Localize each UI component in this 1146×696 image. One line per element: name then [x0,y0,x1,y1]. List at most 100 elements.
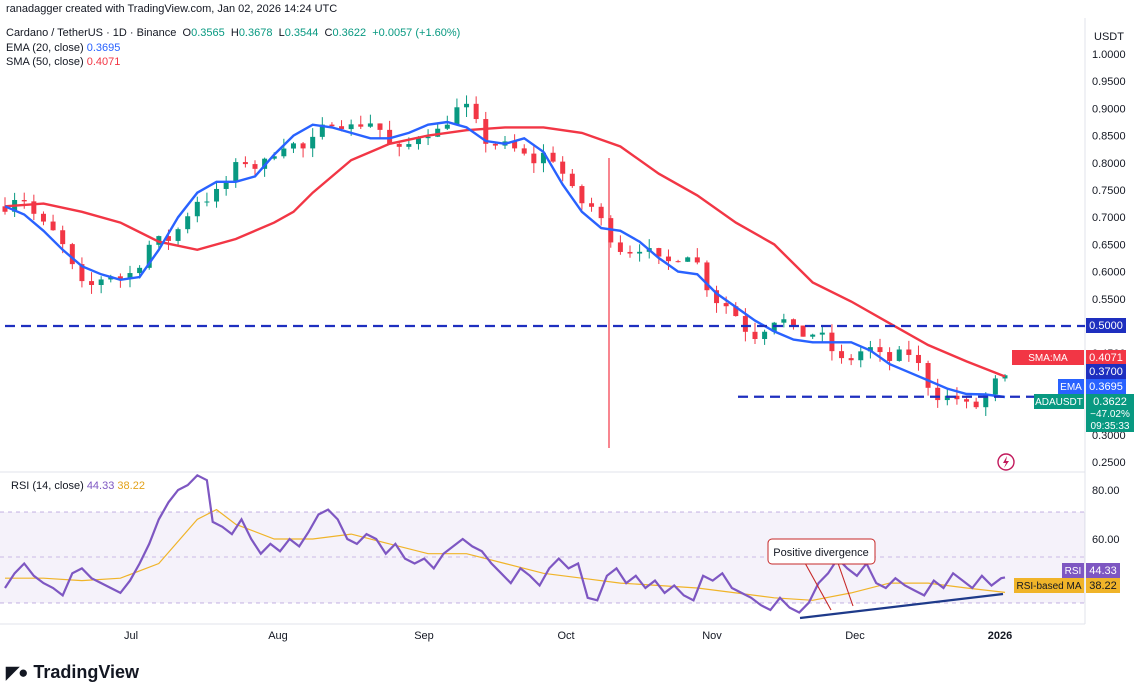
candle-body [415,138,421,145]
candle-body [300,143,306,149]
ema-line [4,120,1006,399]
candle-body [329,124,335,127]
candle-body [387,129,393,144]
svg-text:38.22: 38.22 [1089,580,1117,592]
divergence-label-box [767,538,876,565]
candle-body [819,332,825,335]
ema-row[interactable]: EMA (20, close) 0.3695 [6,41,460,56]
ema-value: 0.3695 [86,41,121,54]
candle-body [464,103,470,108]
rsima-tag [1086,578,1120,593]
candle-body [214,188,220,202]
candle-body [560,161,566,174]
candle-body [906,349,912,355]
lightning-glyph [1003,456,1009,468]
candle-body [848,358,854,361]
candle-body [348,124,354,130]
price-tick: 0.7500 [1092,185,1126,197]
candle-body [656,248,662,257]
candle-body [204,201,210,203]
candle-body [887,352,893,361]
candle-body [69,244,75,265]
rsi-legend[interactable]: RSI (14, close) 44.33 38.22 [11,480,145,492]
svg-text:0.3695: 0.3695 [1089,381,1123,393]
candle-body [358,124,364,127]
svg-text:SMA:MA: SMA:MA [1028,353,1068,364]
svg-text:ADAUSDT: ADAUSDT [1035,397,1083,408]
high-value: 0.3678 [238,27,273,39]
candle-body [742,316,748,332]
svg-text:09:35:33: 09:35:33 [1091,421,1130,432]
svg-text:0.3700: 0.3700 [1089,366,1123,378]
rsi-tag-name [1062,563,1084,578]
candle-body [89,281,95,286]
sma-tag [1086,350,1126,365]
candle-body [915,354,921,364]
credit-line: ranadagger created with TradingView.com,… [6,3,338,15]
svg-text:RSI: RSI [1065,566,1082,577]
candle-body [954,395,960,400]
svg-text:RSI-based MA: RSI-based MA [1016,581,1081,592]
rsi-value: 44.33 [86,480,115,492]
candle-body [964,399,970,402]
candle-body [483,119,489,144]
candle-body [858,351,864,361]
candle-body [589,203,595,207]
price-tick: 0.6000 [1092,267,1126,279]
candle-body [992,378,998,395]
price-tick: 0.9500 [1092,76,1126,88]
time-axis: Jul Aug Sep Oct Nov Dec 2026 [124,630,1012,642]
low-value: 0.3544 [284,27,319,39]
svg-text:0.4071: 0.4071 [1089,352,1123,364]
candle-body [944,395,950,401]
candle-body [935,387,941,401]
candle-body [810,334,816,337]
candle-body [79,264,85,282]
close-value: 0.3622 [332,27,367,39]
candle-body [704,262,710,291]
ema-label: EMA (20, close) [6,41,84,54]
candle-body [723,303,729,307]
candle-body [627,251,633,254]
candle-body [771,322,777,332]
candle-body [598,206,604,219]
candle-body [781,319,787,323]
svg-text:−47.02%: −47.02% [1090,409,1130,420]
rsi-tick: 60.00 [1092,534,1120,546]
svg-text:EMA: EMA [1060,382,1082,393]
svg-text:0.3622: 0.3622 [1093,396,1127,408]
time-label: Nov [702,630,722,642]
candle-body [127,273,133,279]
candle-body [473,103,479,120]
chart-legend: Cardano / TetherUS · 1D · Binance O0.356… [6,26,460,70]
currency-label: USDT [1094,31,1124,43]
rsi-band [0,512,1085,603]
candle-body [242,162,248,165]
candle-body [665,256,671,262]
open-value: 0.3565 [191,27,225,39]
rsi-tick: 80.00 [1092,485,1120,497]
sma-row[interactable]: SMA (50, close) 0.4071 [6,55,460,70]
candle-body [733,306,739,317]
candle-body [60,230,66,245]
price-tick: 0.8500 [1092,131,1126,143]
rsi-ma-line [5,508,1006,601]
sma-value: 0.4071 [86,56,121,68]
price-tick: 1.0000 [1092,49,1126,61]
candle-body [21,200,27,202]
tradingview-logo[interactable]: ◤● TradingView [6,662,139,683]
divergence-arrow-1 [804,562,832,611]
svg-text:44.33: 44.33 [1089,565,1117,577]
candle-body [31,201,37,214]
lightning-icon[interactable] [997,453,1015,471]
candle-body [790,319,796,326]
candle-body [40,213,46,222]
candle-body [752,331,758,340]
price-chart[interactable]: USDT 1.0000 0.9500 0.9000 0.8500 0.8000 0.750… [0,0,1146,660]
candle-body [925,363,931,388]
price-tick: 0.3000 [1092,430,1126,442]
price-tick: 0.7000 [1092,212,1126,224]
symbol-tag-name [1034,394,1084,409]
candle-body [396,143,402,147]
candle-body [637,251,643,254]
